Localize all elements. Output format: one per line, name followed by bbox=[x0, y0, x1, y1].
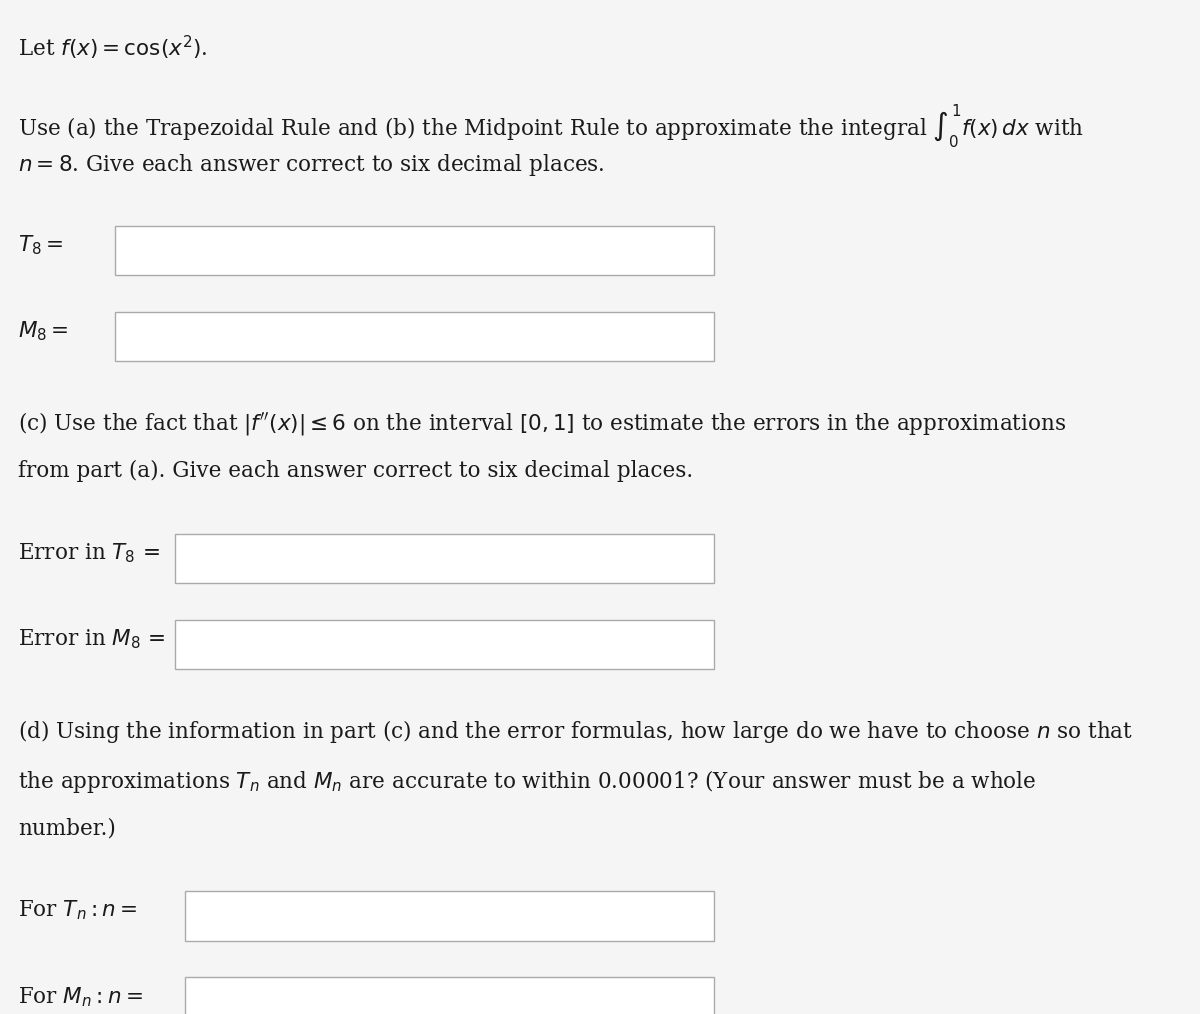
Text: $n = 8$. Give each answer correct to six decimal places.: $n = 8$. Give each answer correct to six… bbox=[18, 152, 605, 178]
Text: (d) Using the information in part (c) and the error formulas, how large do we ha: (d) Using the information in part (c) an… bbox=[18, 718, 1133, 745]
FancyBboxPatch shape bbox=[185, 891, 714, 941]
Text: $M_8 =$: $M_8 =$ bbox=[18, 319, 68, 343]
Text: Error in $M_8$ =: Error in $M_8$ = bbox=[18, 628, 166, 651]
FancyBboxPatch shape bbox=[185, 977, 714, 1014]
Text: For $M_n : n =$: For $M_n : n =$ bbox=[18, 985, 143, 1009]
FancyBboxPatch shape bbox=[175, 620, 714, 669]
Text: the approximations $T_n$ and $M_n$ are accurate to within 0.00001? (Your answer : the approximations $T_n$ and $M_n$ are a… bbox=[18, 768, 1037, 795]
FancyBboxPatch shape bbox=[175, 533, 714, 583]
Text: number.): number.) bbox=[18, 817, 116, 840]
Text: For $T_n : n =$: For $T_n : n =$ bbox=[18, 898, 137, 923]
Text: Use (a) the Trapezoidal Rule and (b) the Midpoint Rule to approximate the integr: Use (a) the Trapezoidal Rule and (b) the… bbox=[18, 102, 1084, 150]
Text: Error in $T_8$ =: Error in $T_8$ = bbox=[18, 541, 160, 565]
Text: $T_8 =$: $T_8 =$ bbox=[18, 233, 64, 257]
Text: Let $f(x) = \cos(x^2)$.: Let $f(x) = \cos(x^2)$. bbox=[18, 33, 208, 62]
FancyBboxPatch shape bbox=[115, 311, 714, 361]
Text: (c) Use the fact that $|f^{\prime\prime}(x)| \leq 6$ on the interval $[0, 1]$ to: (c) Use the fact that $|f^{\prime\prime}… bbox=[18, 411, 1067, 437]
FancyBboxPatch shape bbox=[115, 226, 714, 276]
Text: from part (a). Give each answer correct to six decimal places.: from part (a). Give each answer correct … bbox=[18, 460, 694, 482]
